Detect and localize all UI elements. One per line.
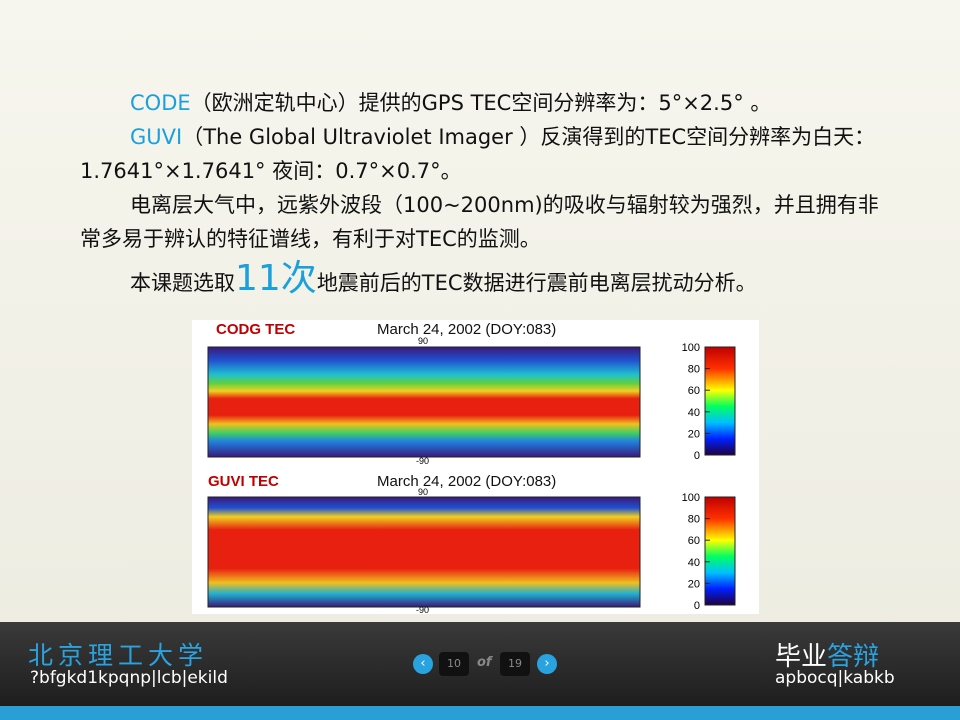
lat-label: -90 bbox=[416, 456, 429, 466]
paragraph: 本课题选取11次地震前后的TEC数据进行震前电离层扰动分析。 bbox=[80, 261, 898, 300]
text: （欧洲定轨中心）提供的GPS TEC空间分辨率为：5°×2.5° 。 bbox=[190, 91, 772, 115]
colorbar-tick-label: 100 bbox=[682, 342, 700, 354]
panel-date: March 24, 2002 (DOY:083) bbox=[377, 473, 556, 490]
text: 电离层大气中，远紫外波段（100~200nm)的吸收与辐射较为强烈，并且拥有非常… bbox=[80, 193, 879, 251]
colorbar-tick-label: 80 bbox=[688, 364, 700, 376]
colorbar-tick-label: 40 bbox=[688, 407, 700, 419]
footer: 北京理工大学 ?bfgkd1kpqnp|lcb|ekild ‹ 10 of 19… bbox=[0, 622, 960, 706]
colorbar-tick-label: 20 bbox=[688, 428, 700, 440]
body-text: CODE（欧洲定轨中心）提供的GPS TEC空间分辨率为：5°×2.5° 。 G… bbox=[80, 86, 898, 300]
map bbox=[207, 346, 641, 458]
map bbox=[207, 496, 641, 608]
paragraph: CODE（欧洲定轨中心）提供的GPS TEC空间分辨率为：5°×2.5° 。 bbox=[80, 86, 898, 120]
colorbar bbox=[704, 496, 736, 606]
school-name: 北京理工大学 bbox=[28, 641, 209, 670]
panel-title: CODG TEC bbox=[216, 321, 295, 338]
highlight: 11次 bbox=[235, 258, 317, 299]
paragraph: GUVI（The Global Ultraviolet Imager ）反演得到… bbox=[80, 120, 898, 188]
colorbar-tick-label: 100 bbox=[682, 492, 700, 504]
text: 本课题选取 bbox=[130, 271, 235, 295]
next-button[interactable]: › bbox=[537, 654, 557, 674]
highlight: CODE bbox=[130, 91, 191, 115]
paragraph: 电离层大气中，远紫外波段（100~200nm)的吸收与辐射较为强烈，并且拥有非常… bbox=[80, 188, 898, 256]
colorbar-tick-label: 60 bbox=[688, 385, 700, 397]
colorbar-tick-label: 0 bbox=[694, 600, 700, 612]
colorbar-tick-label: 20 bbox=[688, 578, 700, 590]
panel-title: GUVI TEC bbox=[208, 473, 279, 490]
title-part: 毕业 bbox=[775, 642, 828, 672]
highlight: GUVI bbox=[130, 125, 183, 149]
colorbar-tick-label: 60 bbox=[688, 535, 700, 547]
text: （The Global Ultraviolet Imager ）反演得到的TEC… bbox=[80, 125, 876, 183]
bottom-strip bbox=[0, 706, 960, 720]
prev-button[interactable]: ‹ bbox=[413, 654, 433, 674]
lat-label: -90 bbox=[416, 605, 429, 614]
panel-date: March 24, 2002 (DOY:083) bbox=[377, 321, 556, 338]
colorbar-tick-label: 0 bbox=[694, 450, 700, 462]
total-pages: 19 bbox=[500, 652, 530, 676]
deck-title-en: apbocq|kabkb bbox=[775, 668, 895, 688]
figure: CODG TEC March 24, 2002 (DOY:083) 90 -90… bbox=[192, 320, 759, 614]
text: 地震前后的TEC数据进行震前电离层扰动分析。 bbox=[316, 271, 757, 295]
colorbar-tick-label: 40 bbox=[688, 557, 700, 569]
current-page: 10 bbox=[439, 652, 469, 676]
colorbar bbox=[704, 346, 736, 456]
school-name-en: ?bfgkd1kpqnp|lcb|ekild bbox=[30, 668, 228, 688]
title-part: 答辩 bbox=[827, 642, 880, 672]
lat-label: 90 bbox=[418, 336, 428, 346]
lat-label: 90 bbox=[418, 487, 428, 497]
colorbar-tick-label: 80 bbox=[688, 514, 700, 526]
of-label: of bbox=[477, 655, 492, 670]
deck-title: 毕业答辩 bbox=[775, 636, 879, 673]
